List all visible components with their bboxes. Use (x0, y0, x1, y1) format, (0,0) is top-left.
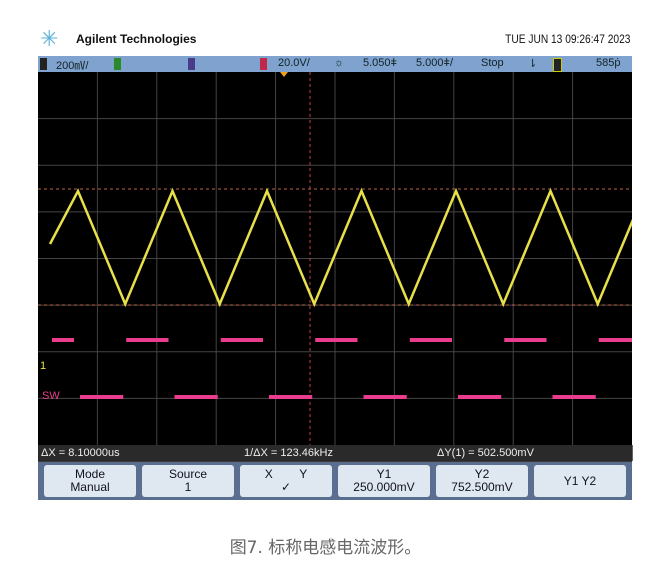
mode-softkey[interactable]: Mode Manual (44, 465, 136, 497)
softkey-label: Y1 (376, 467, 392, 481)
waveform-display[interactable]: 1 SW (38, 72, 647, 445)
trigger-source-chip[interactable] (553, 58, 562, 72)
trigger-position-marker-icon (280, 72, 288, 77)
delta-y: ΔY(1) = 502.500mV (434, 445, 633, 461)
channel-1-chip[interactable] (40, 58, 47, 70)
trigger-level[interactable]: 5.050ǂ (363, 57, 397, 69)
softkey-label: Mode (74, 467, 106, 481)
run-state[interactable]: Stop (481, 57, 504, 69)
trigger-edge-icon: ⇂ (528, 58, 538, 70)
delta-x: ΔX = 8.10000us (38, 445, 242, 461)
acquire-icon: ☼ (334, 57, 345, 69)
source-softkey[interactable]: Source 1 (142, 465, 234, 497)
ch4-scale[interactable]: 20.0V/ (278, 57, 310, 69)
y2-softkey[interactable]: Y2 752.500mV (436, 465, 528, 497)
ch1-triangle-waveform (48, 187, 647, 308)
time-scale[interactable]: 5.000ǂ/ (416, 57, 454, 69)
softkey-value: 752.500mV (451, 480, 513, 494)
status-bar: 200㎷/ 20.0V/ ☼ 5.050ǂ 5.000ǂ/ Stop ⇂ 585… (38, 56, 632, 72)
softkey-value: 1 (184, 480, 192, 494)
trigger-delay[interactable]: 585ṗ (596, 57, 621, 69)
figure-caption: 图7. 标称电感电流波形。 (229, 538, 422, 558)
waveform-svg: 1 SW (38, 72, 647, 445)
brand-name: Agilent Technologies (76, 32, 197, 46)
softkey-label: Y2 (474, 467, 490, 481)
y1-softkey[interactable]: Y1 250.000mV (338, 465, 430, 497)
ch1-scale[interactable]: 200㎷/ (56, 60, 89, 72)
softkey-value: Manual (70, 480, 110, 494)
softkey-bar: Mode Manual Source 1 X Y ✓ Y1 250.000mV Y2 75… (38, 462, 632, 500)
y1-y2-softkey[interactable]: Y1 Y2 (534, 465, 626, 497)
channel-3-chip[interactable] (188, 58, 195, 70)
ch1-label: 1 (40, 360, 46, 372)
channel-2-chip[interactable] (114, 58, 121, 70)
agilent-spark-logo-icon: ✳ (40, 26, 59, 51)
softkey-value: 250.000mV (353, 480, 415, 494)
softkey-label: Y1 Y2 (563, 474, 597, 488)
sw-label: SW (42, 390, 60, 402)
scope-header: ✳ Agilent Technologies TUE JUN 13 09:26:… (38, 26, 632, 56)
xy-softkey[interactable]: X Y ✓ (240, 465, 332, 497)
inverse-delta-x: 1/ΔX = 123.46kHz (241, 445, 435, 461)
datetime: TUE JUN 13 09:26:47 2023 (504, 32, 630, 46)
measurement-bar: ΔX = 8.10000us 1/ΔX = 123.46kHz ΔY(1) = … (38, 445, 633, 462)
check-icon: ✓ (280, 480, 292, 494)
channel-4-chip[interactable] (260, 58, 267, 70)
softkey-label: Source (168, 467, 208, 481)
softkey-label: X Y (264, 467, 308, 481)
